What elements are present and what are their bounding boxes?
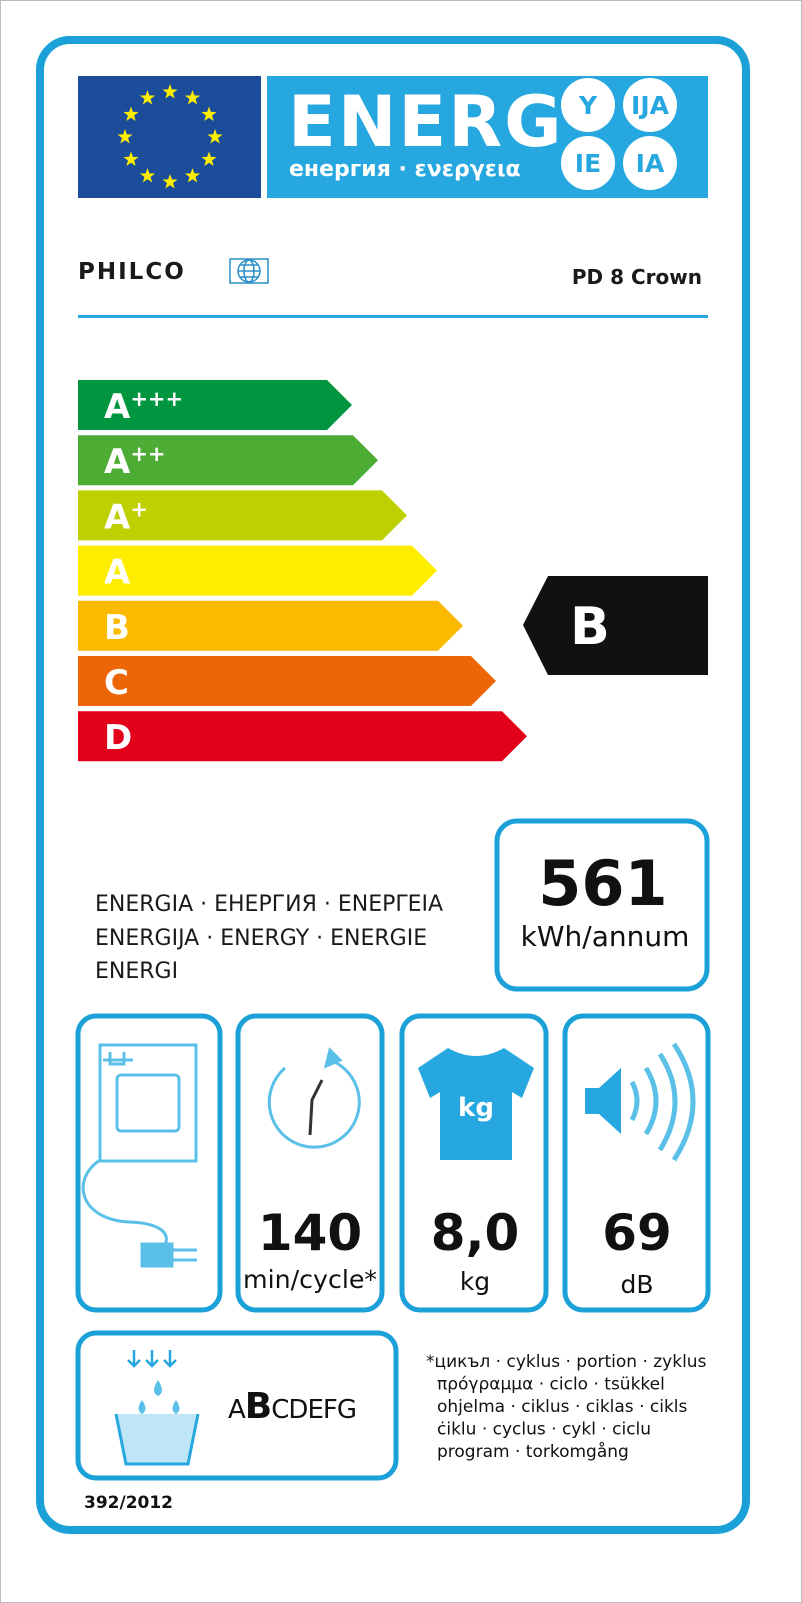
condensation-class: G: [337, 1395, 356, 1425]
rating: B: [570, 597, 610, 657]
noise-unit: dB: [620, 1270, 653, 1299]
star: [117, 129, 133, 144]
class-bar: [78, 600, 463, 651]
star: [184, 168, 201, 183]
supplier: PHILCO: [78, 259, 186, 285]
condensation-class: A: [228, 1395, 246, 1425]
energy-unit: kWh/annum: [521, 920, 690, 953]
time-unit: min/cycle*: [243, 1265, 377, 1294]
eu-stars: [117, 84, 223, 189]
class-sup: ++: [130, 442, 165, 466]
capacity-value: 8,0: [431, 1204, 520, 1262]
footnote-line: ohjelma · ciklus · ciklas · cikls: [437, 1397, 688, 1417]
class-sup: +: [130, 497, 148, 521]
suffix: Y: [578, 91, 598, 120]
star: [139, 90, 156, 105]
class-bar: [78, 545, 437, 596]
noise-value: 69: [602, 1204, 672, 1262]
suffix: IJA: [631, 91, 670, 120]
energy-box: [494, 818, 710, 992]
energy-languages: ENERGI: [95, 959, 178, 984]
class-letter: D: [104, 718, 132, 758]
class-sup: +++: [130, 387, 183, 411]
condensation-icon: [114, 1350, 200, 1466]
class-label: A++: [104, 442, 166, 482]
footnote-line: ċiklu · cyclus · cykl · ciclu: [437, 1420, 651, 1440]
class-label: A+++: [104, 387, 183, 427]
class-letter: B: [104, 608, 130, 648]
class-letter: A: [104, 497, 131, 537]
regulation: 392/2012: [84, 1493, 173, 1513]
divider: [78, 315, 708, 318]
star: [201, 151, 217, 166]
class-bar: [78, 656, 496, 706]
footnote-line: program · torkomgång: [437, 1441, 629, 1462]
footnote-line: πρόγραμμα · ciclo · tsükkel: [437, 1375, 665, 1395]
suffix-circle: [561, 136, 615, 190]
star: [123, 106, 139, 121]
star: [139, 168, 156, 183]
suffix-circle: [623, 78, 677, 132]
condensation-classes: ABCDEFG: [228, 1386, 356, 1427]
suffix: IA: [636, 149, 665, 178]
star: [162, 84, 178, 99]
condensation-class: F: [323, 1395, 337, 1425]
star: [123, 151, 139, 166]
class-letter: A: [104, 553, 131, 593]
clock-icon: [267, 1047, 361, 1149]
class-label: A+: [104, 497, 148, 537]
class-letter: A: [104, 387, 131, 427]
star: [201, 106, 217, 121]
class-bar: [78, 711, 527, 762]
footnote: *цикъл · cyklus · portion · zyklus πρόγρα…: [426, 1352, 707, 1462]
banner-suffixes: Y IJA IE IA: [561, 78, 677, 190]
class-label: C: [104, 663, 129, 703]
star: [184, 90, 201, 105]
footnote-line: *цикъл · cyklus · portion · zyklus: [426, 1352, 707, 1372]
suffix-circle: [561, 78, 615, 132]
condensation-class: B: [245, 1386, 271, 1427]
rating-arrow: [523, 576, 708, 675]
time-value: 140: [258, 1204, 362, 1262]
dryer-icon: [81, 1043, 198, 1268]
suffix-circle: [623, 136, 677, 190]
supplier-logo: [229, 258, 269, 284]
suffix: IE: [575, 149, 601, 178]
class-label: A: [104, 553, 131, 593]
star: [162, 174, 178, 189]
class-bar: [78, 490, 407, 541]
condensation-class: E: [307, 1395, 322, 1425]
class-label: B: [104, 608, 130, 648]
capacity-unit: kg: [460, 1267, 490, 1296]
kg-symbol: kg: [458, 1093, 494, 1123]
speaker-icon: [585, 1042, 696, 1162]
banner-title: ENERG: [288, 81, 564, 163]
star: [207, 129, 223, 144]
class-scale: A+++A++A+ABCD: [78, 380, 527, 762]
class-letter: C: [104, 663, 129, 703]
energy-value: 561: [538, 847, 667, 920]
class-letter: A: [104, 442, 131, 482]
model: PD 8 Crown: [572, 265, 702, 289]
class-bar: [78, 435, 378, 486]
shirt-icon: kg: [418, 1048, 534, 1160]
banner-subtitle: енергия · ενεργεια: [289, 157, 521, 182]
condensation-class: D: [288, 1395, 307, 1425]
condensation-class: C: [271, 1395, 288, 1425]
class-label: D: [104, 718, 132, 758]
class-bar: [78, 380, 352, 430]
energy-languages: ENERGIA · ЕНЕРГИЯ · ΕΝΕΡΓΕΙΑ: [95, 892, 443, 917]
energy-languages: ENERGIJA · ENERGY · ENERGIE: [95, 926, 427, 951]
